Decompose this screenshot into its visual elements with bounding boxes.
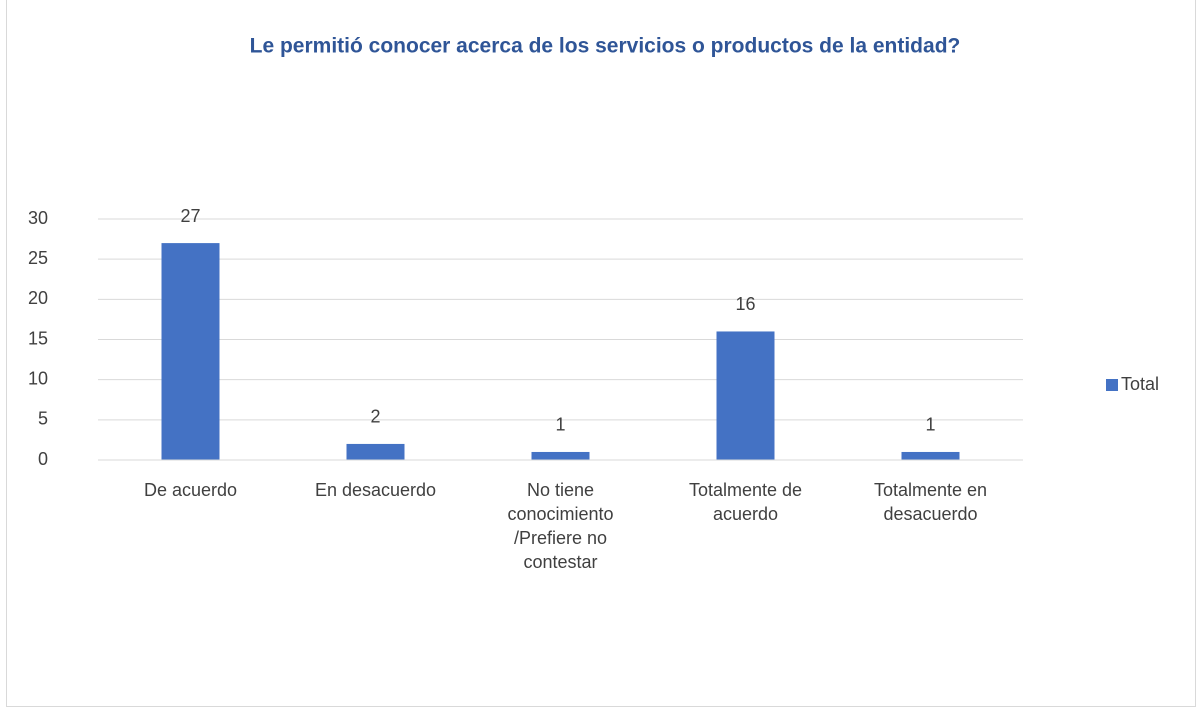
y-tick-label: 15: [28, 328, 48, 348]
bar: [901, 451, 960, 460]
chart-title: Le permitió conocer acerca de los servic…: [250, 35, 961, 58]
legend-swatch: [1106, 379, 1118, 391]
x-tick-label: Totalmente de acuerdo: [688, 480, 803, 524]
bar: [161, 243, 220, 460]
data-label: 1: [925, 415, 935, 435]
legend-label: Total: [1121, 374, 1159, 394]
data-label: 27: [180, 206, 200, 226]
x-tick-label: En desacuerdo: [314, 480, 437, 500]
bar: [531, 451, 590, 460]
chart-frame: [6, 0, 1196, 707]
y-tick-label: 10: [28, 368, 48, 388]
data-label: 2: [370, 407, 380, 427]
y-tick-label: 25: [28, 248, 48, 268]
bar: [716, 331, 775, 460]
x-tick-label: No tiene conocimiento /Prefiere no conte…: [507, 480, 614, 572]
data-label: 1: [555, 415, 565, 435]
y-tick-label: 0: [38, 449, 48, 469]
bar: [346, 443, 405, 460]
y-tick-label: 5: [38, 409, 48, 429]
x-tick-label: Totalmente en desacuerdo: [873, 480, 988, 524]
y-tick-label: 30: [28, 208, 48, 228]
x-tick-label: De acuerdo: [143, 480, 238, 500]
data-label: 16: [735, 294, 755, 314]
y-tick-label: 20: [28, 288, 48, 308]
